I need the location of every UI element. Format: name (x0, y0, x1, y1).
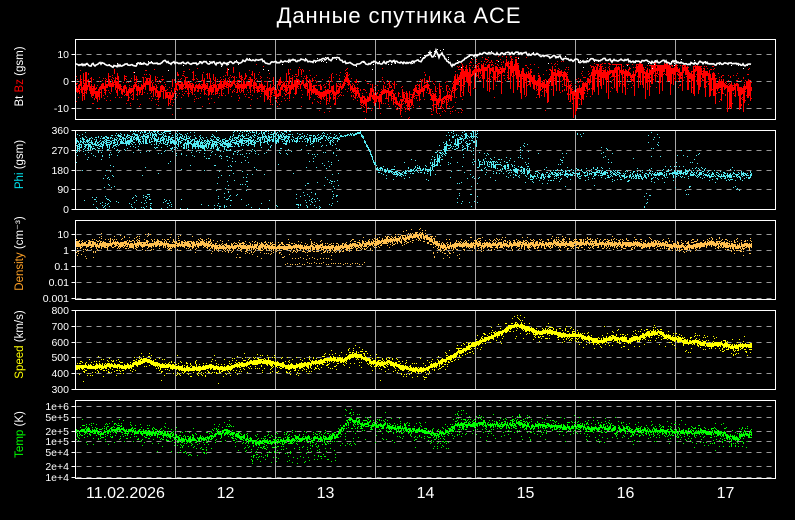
svg-text:0: 0 (63, 76, 69, 88)
svg-text:14: 14 (417, 485, 435, 502)
svg-text:90: 90 (57, 184, 69, 196)
svg-text:1e+6: 1e+6 (45, 401, 69, 413)
svg-text:360: 360 (51, 125, 69, 137)
svg-text:Density (cm⁻³): Density (cm⁻³) (14, 216, 26, 291)
svg-text:1: 1 (63, 245, 69, 257)
svg-text:2e+4: 2e+4 (45, 461, 69, 473)
svg-text:17: 17 (717, 485, 735, 502)
svg-text:Данные спутника ACE: Данные спутника ACE (277, 3, 522, 28)
svg-text:0: 0 (63, 204, 69, 216)
svg-text:13: 13 (317, 485, 335, 502)
svg-text:800: 800 (51, 305, 69, 317)
svg-text:400: 400 (51, 368, 69, 380)
svg-text:500: 500 (51, 352, 69, 364)
svg-text:10: 10 (57, 49, 69, 61)
svg-text:10: 10 (57, 229, 69, 241)
svg-text:300: 300 (51, 384, 69, 396)
svg-text:5e+4: 5e+4 (45, 447, 69, 459)
svg-text:16: 16 (617, 485, 635, 502)
svg-text:-10: -10 (54, 103, 69, 115)
svg-text:0.1: 0.1 (54, 261, 69, 273)
svg-text:11.02.2026: 11.02.2026 (86, 485, 165, 502)
svg-text:1e+5: 1e+5 (45, 436, 69, 448)
svg-text:Speed (km/s): Speed (km/s) (14, 310, 26, 379)
svg-text:Temp (K): Temp (K) (14, 411, 26, 458)
svg-text:5e+5: 5e+5 (45, 412, 69, 424)
svg-text:270: 270 (51, 145, 69, 157)
svg-text:600: 600 (51, 337, 69, 349)
svg-text:180: 180 (51, 165, 69, 177)
svg-text:0.001: 0.001 (43, 293, 69, 305)
svg-text:700: 700 (51, 321, 69, 333)
svg-text:12: 12 (217, 485, 235, 502)
svg-text:15: 15 (517, 485, 535, 502)
svg-text:2e+5: 2e+5 (45, 426, 69, 438)
svg-text:Bt Bz (gsm): Bt Bz (gsm) (14, 46, 26, 106)
svg-text:0.01: 0.01 (49, 277, 70, 289)
svg-text:Phi (gsm): Phi (gsm) (14, 140, 26, 189)
svg-text:1e+4: 1e+4 (45, 472, 69, 484)
